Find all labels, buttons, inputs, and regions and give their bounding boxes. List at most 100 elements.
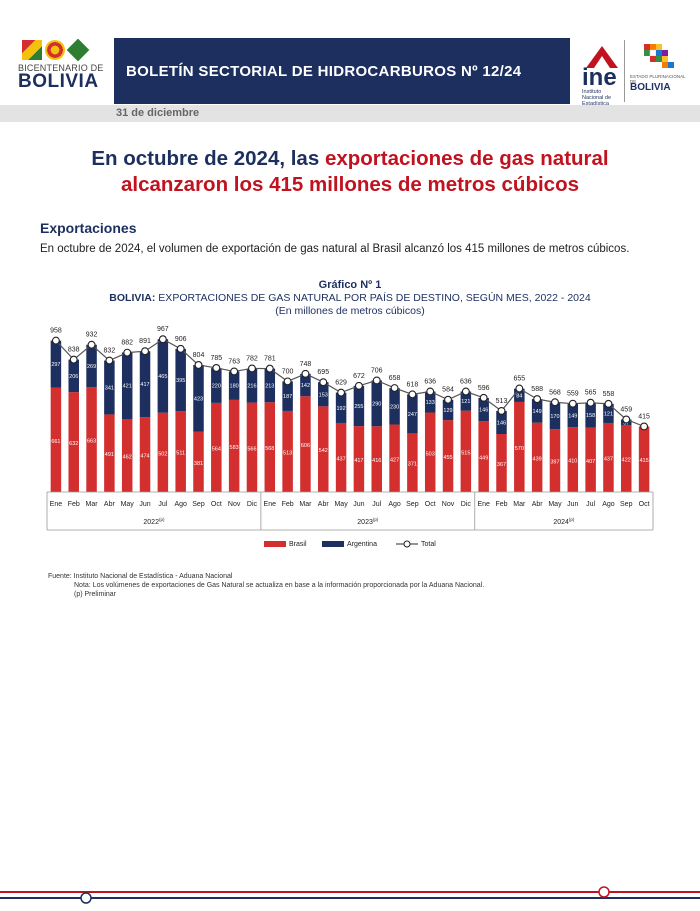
x-tick-label: Mar (86, 501, 99, 508)
total-label: 785 (210, 355, 222, 362)
bar-brasil (139, 417, 151, 492)
x-tick-label: Nov (228, 501, 241, 508)
total-label: 658 (389, 375, 401, 382)
bar-brasil (496, 434, 507, 492)
total-point (248, 364, 256, 373)
label-argentina: 187 (283, 394, 292, 400)
bicentenario-emblem-icon-3 (66, 38, 90, 62)
x-tick-label: Ago (388, 501, 401, 508)
total-point (533, 395, 542, 404)
label-argentina: 341 (105, 385, 114, 391)
bar-brasil (371, 426, 382, 492)
chart-number: Gráfico Nº 1 (318, 279, 382, 291)
total-label: 636 (460, 379, 472, 386)
bar-brasil (585, 427, 596, 492)
label-argentina: 297 (51, 362, 60, 368)
footer-left-icon (80, 892, 92, 904)
headline-part1: En octubre de 2024, las (91, 147, 325, 170)
total-label: 763 (228, 358, 240, 365)
exports-chart: 661 297 Ene 632 206 Feb 663 269 Mar 491 341 Abr 462 4… (46, 326, 654, 548)
label-brasil: 564 (212, 446, 221, 452)
total-label: 672 (353, 373, 365, 380)
x-tick-label: Nov (442, 501, 455, 508)
total-label: 629 (335, 380, 347, 387)
legend-label-brasil: Brasil (289, 541, 307, 548)
label-brasil: 568 (265, 446, 274, 452)
bar-argentina (442, 399, 454, 421)
legend-label-total: Total (421, 541, 436, 548)
label-brasil: 437 (604, 456, 613, 462)
x-tick-label: Dic (247, 501, 258, 508)
bar-brasil (531, 422, 543, 492)
bar-argentina (104, 360, 115, 415)
bar-argentina (549, 402, 561, 430)
bar-brasil (514, 401, 525, 492)
bar-brasil (157, 412, 169, 492)
section-title: Exportaciones (40, 220, 137, 236)
bar-brasil (603, 422, 614, 492)
label-argentina: 133 (426, 400, 435, 406)
bar-brasil (424, 412, 436, 492)
label-argentina: 142 (301, 383, 310, 389)
label-brasil: 439 (533, 456, 542, 462)
chart-header: Gráfico Nº 1 BOLIVIA: EXPORTACIONES DE G… (0, 279, 700, 317)
total-label: 891 (139, 338, 151, 345)
x-tick-label: Jul (158, 501, 167, 508)
total-point (212, 364, 221, 372)
label-argentina: 423 (194, 396, 203, 402)
bar-argentina (531, 399, 543, 423)
bar-brasil (335, 422, 347, 492)
total-label: 906 (175, 336, 187, 343)
label-brasil: 542 (319, 448, 328, 454)
year-label-sup: (p) (159, 517, 165, 522)
bar-argentina (86, 344, 97, 388)
bar-argentina (603, 403, 614, 423)
bar-argentina (460, 391, 472, 411)
total-point (604, 399, 613, 408)
total-label: 700 (282, 368, 294, 375)
bar-brasil (211, 402, 222, 492)
bar-brasil (460, 410, 472, 492)
x-tick-label: May (548, 501, 562, 508)
bar-argentina (424, 391, 436, 413)
total-point (622, 415, 631, 424)
bar-brasil (68, 392, 79, 492)
headline: En octubre de 2024, las exportaciones de… (0, 146, 700, 198)
total-label: 584 (442, 387, 454, 394)
label-brasil: 491 (105, 452, 114, 458)
bar-brasil (407, 433, 418, 492)
label-argentina: 230 (390, 404, 399, 410)
total-point (51, 336, 60, 345)
total-point (230, 367, 239, 376)
bolivia-logo-text: BOLIVIA (630, 82, 671, 93)
bar-argentina (353, 385, 365, 427)
bar-brasil (86, 387, 97, 492)
institution-logos: ine Instituto Nacional de Estadística ES… (578, 38, 688, 107)
label-argentina: 417 (140, 382, 149, 388)
total-point (354, 381, 363, 390)
bar-argentina (478, 397, 489, 422)
bar-argentina (157, 339, 169, 413)
total-point (105, 356, 114, 365)
total-label: 588 (531, 386, 543, 393)
label-argentina: 149 (533, 409, 542, 415)
x-tick-label: Ene (50, 501, 63, 508)
total-point (426, 387, 435, 396)
footer-right-icon (598, 886, 610, 898)
total-point (337, 388, 346, 397)
total-point (123, 348, 132, 357)
total-label: 804 (193, 352, 205, 359)
year-label-sup: (p) (569, 517, 575, 522)
chart-units: (En millones de metros cúbicos) (275, 305, 425, 317)
label-argentina: 465 (158, 374, 167, 380)
label-brasil: 511 (176, 451, 185, 457)
ine-mountain-icon (586, 46, 618, 68)
x-tick-label: Jun (353, 501, 364, 508)
label-argentina: 170 (550, 414, 559, 420)
bar-brasil (50, 387, 62, 492)
bulletin-title: BOLETÍN SECTORIAL DE HIDROCARBUROS Nº 12… (126, 62, 522, 80)
bar-argentina (264, 368, 276, 403)
x-tick-label: Abr (318, 501, 330, 508)
x-tick-label: Jun (139, 501, 150, 508)
bar-argentina (228, 371, 240, 400)
